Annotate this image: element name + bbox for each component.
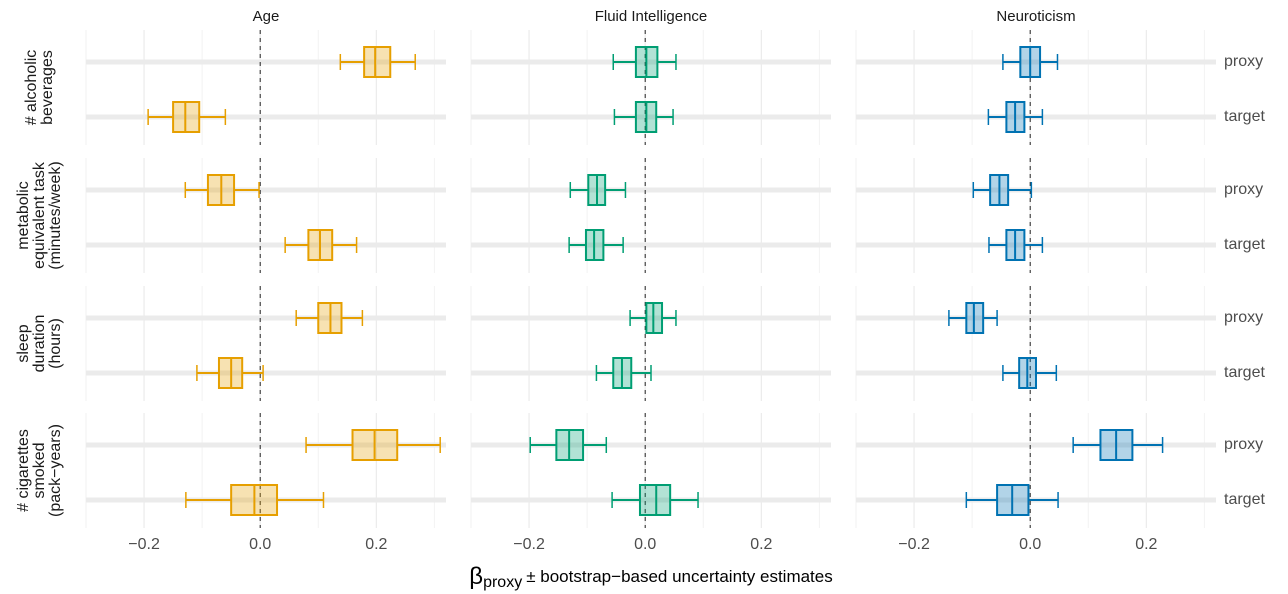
facet-title: Fluid Intelligence [595, 8, 708, 25]
x-tick-label: −0.2 [898, 536, 930, 553]
x-label-subscript: proxy [483, 574, 522, 591]
row-group-label: # cigarettessmoked(pack−years) [15, 424, 64, 517]
row-group-label-line: # alcoholic [23, 50, 40, 126]
x-label-text: ± bootstrap−based uncertainty estimates [526, 567, 833, 586]
row-group-label-line: sleep [15, 324, 32, 362]
x-label-symbol: β [469, 563, 483, 590]
row-group-label-line: (pack−years) [47, 424, 64, 517]
row-group-label-line: beverages [39, 50, 56, 125]
row-group-label-line: smoked [31, 442, 48, 498]
x-tick-label: −0.2 [128, 536, 160, 553]
x-tick-label: −0.2 [513, 536, 545, 553]
x-tick-label: 0.2 [750, 536, 772, 553]
x-tick-label: 0.2 [1135, 536, 1157, 553]
row-level-label: target [1224, 364, 1265, 381]
row-level-label: proxy [1224, 181, 1263, 198]
row-group-label: sleepduration(hours) [15, 315, 64, 373]
row-group-label: # alcoholicbeverages [23, 50, 56, 126]
facet-title: Neuroticism [996, 8, 1075, 25]
row-group-label-line: (minutes/week) [47, 161, 64, 269]
facet-title: Age [253, 8, 280, 25]
row-group-label: metabolicequivalent task(minutes/week) [15, 161, 64, 270]
row-group-label-line: metabolic [15, 181, 32, 249]
x-tick-label: 0.0 [634, 536, 656, 553]
row-level-label: target [1224, 236, 1265, 253]
box [638, 484, 672, 516]
x-axis-label: βproxy ± bootstrap−based uncertainty esti… [469, 563, 832, 591]
row-level-label: target [1224, 491, 1265, 508]
x-tick-label: 0.2 [365, 536, 387, 553]
row-group-label-line: duration [31, 315, 48, 373]
row-group-label-line: (hours) [47, 318, 64, 369]
row-group-label-line: # cigarettes [15, 429, 32, 512]
row-level-label: target [1224, 108, 1265, 125]
box [363, 46, 392, 78]
row-level-label: proxy [1224, 53, 1263, 70]
x-tick-label: 0.0 [249, 536, 271, 553]
row-level-label: proxy [1224, 309, 1263, 326]
row-level-label: proxy [1224, 436, 1263, 453]
row-group-label-line: equivalent task [31, 161, 48, 269]
x-tick-label: 0.0 [1019, 536, 1041, 553]
